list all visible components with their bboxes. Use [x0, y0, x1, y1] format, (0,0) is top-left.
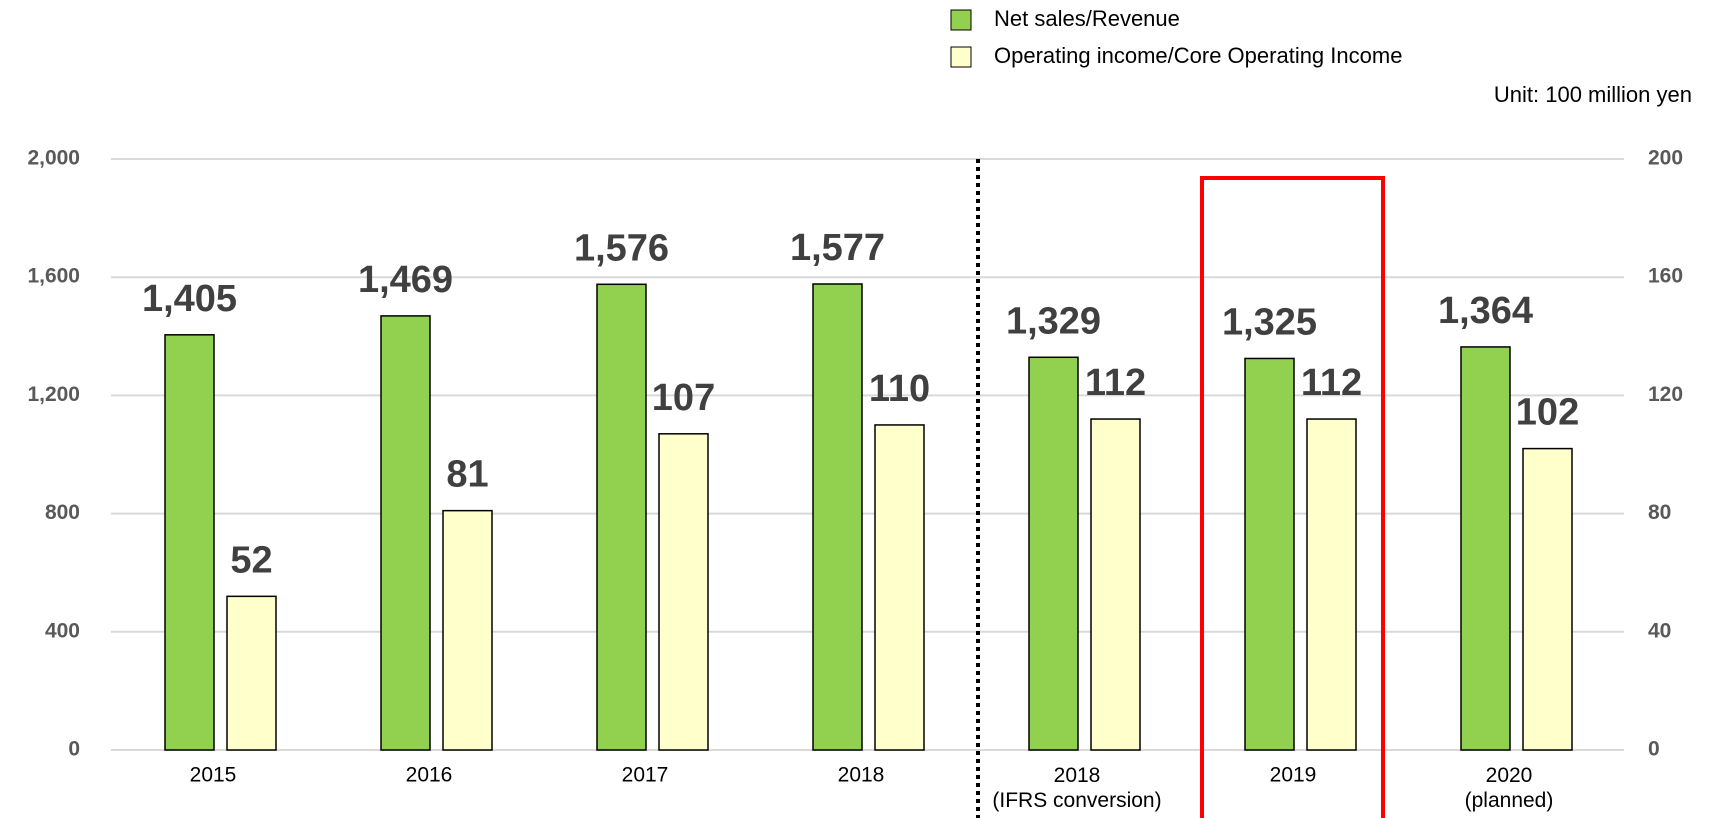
bar	[380, 315, 431, 751]
y2-tick-label: 120	[1648, 383, 1683, 406]
bar	[1306, 418, 1357, 751]
value-label: 1,325	[1222, 301, 1317, 343]
value-label: 112	[1085, 362, 1146, 404]
x-tick-label: 2018	[838, 764, 885, 787]
bar	[596, 283, 647, 751]
x-tick-label: 2018 (IFRS conversion)	[992, 764, 1161, 812]
bar	[1522, 447, 1573, 751]
y-tick-label: 800	[45, 501, 80, 524]
x-tick-label: 2017	[622, 764, 669, 787]
bar	[874, 424, 925, 751]
value-label: 112	[1301, 362, 1362, 404]
y2-tick-label: 40	[1648, 619, 1671, 642]
highlight-box	[1200, 176, 1385, 818]
x-tick-label: 2016	[406, 764, 453, 787]
x-tick-label: 2019	[1270, 764, 1317, 787]
unit-note: Unit: 100 million yen	[1494, 82, 1692, 107]
value-label: 102	[1516, 392, 1579, 434]
bar	[1090, 418, 1141, 751]
value-label: 1,577	[790, 227, 885, 269]
value-label: 1,405	[142, 278, 237, 320]
bar	[658, 433, 709, 751]
y-tick-label: 400	[45, 619, 80, 642]
legend-swatch	[950, 9, 972, 31]
value-label: 110	[869, 368, 930, 410]
value-label: 1,469	[358, 259, 453, 301]
legend-label: Net sales/Revenue	[994, 6, 1180, 31]
bar	[1244, 357, 1295, 751]
y-tick-label: 2,000	[27, 147, 80, 170]
y-tick-label: 0	[68, 738, 80, 761]
y2-tick-label: 160	[1648, 265, 1683, 288]
y2-tick-label: 200	[1648, 147, 1683, 170]
bar	[442, 509, 493, 751]
bar	[812, 283, 863, 751]
value-label: 1,364	[1438, 290, 1533, 332]
y-tick-label: 1,600	[27, 265, 80, 288]
value-label: 52	[230, 539, 272, 581]
legend-swatch	[950, 46, 972, 68]
bar	[1028, 356, 1079, 751]
value-label: 81	[446, 454, 488, 496]
legend-label: Operating income/Core Operating Income	[994, 43, 1402, 68]
value-label: 1,576	[574, 227, 669, 269]
bar	[1460, 346, 1511, 751]
y2-tick-label: 80	[1648, 501, 1671, 524]
y-tick-label: 1,200	[27, 383, 80, 406]
bar	[164, 334, 215, 751]
bar	[226, 595, 277, 751]
y2-tick-label: 0	[1648, 738, 1660, 761]
x-tick-label: 2020 (planned)	[1465, 764, 1554, 812]
value-label: 107	[652, 377, 715, 419]
value-label: 1,329	[1006, 300, 1101, 342]
x-tick-label: 2015	[190, 764, 237, 787]
